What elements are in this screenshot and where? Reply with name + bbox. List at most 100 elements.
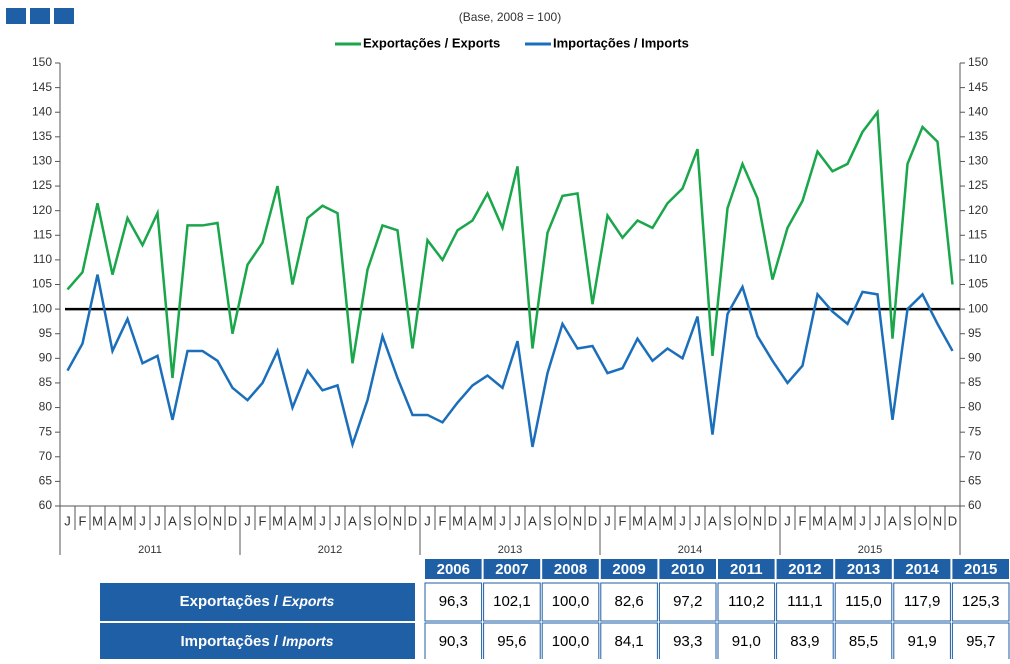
table-value: 111,1 bbox=[787, 593, 822, 610]
x-tick-label: D bbox=[948, 513, 957, 528]
table-cell bbox=[717, 582, 776, 622]
table-value: 91,0 bbox=[732, 633, 761, 650]
x-tick-label: N bbox=[753, 513, 762, 528]
table-value: 117,9 bbox=[904, 593, 940, 610]
x-tick-label: O bbox=[557, 513, 567, 528]
table-header: 2012 bbox=[788, 561, 821, 578]
y-tick-label: 70 bbox=[39, 449, 53, 463]
x-tick-label: J bbox=[874, 513, 881, 528]
y-tick-label: 65 bbox=[39, 474, 53, 488]
x-tick-label: D bbox=[768, 513, 777, 528]
series-line bbox=[66, 274, 954, 449]
x-tick-label: J bbox=[499, 513, 506, 528]
logo-block bbox=[54, 8, 74, 24]
y-tick-label: 120 bbox=[32, 203, 52, 217]
table-header: 2015 bbox=[964, 561, 997, 578]
x-tick-label: A bbox=[708, 513, 717, 528]
x-tick-label: O bbox=[377, 513, 387, 528]
table-header-cell bbox=[542, 559, 599, 579]
y-tick-label: 90 bbox=[39, 351, 53, 365]
x-tick-label: N bbox=[393, 513, 402, 528]
table-cell bbox=[658, 582, 717, 622]
table-header-cell bbox=[952, 559, 1009, 579]
x-tick-label: F bbox=[619, 513, 627, 528]
table-value: 93,3 bbox=[673, 633, 702, 650]
y2-tick-label: 95 bbox=[968, 326, 982, 340]
table-cell bbox=[834, 582, 893, 622]
x-tick-label: J bbox=[154, 513, 161, 528]
y2-tick-label: 85 bbox=[968, 375, 982, 389]
x-tick-label: M bbox=[482, 513, 493, 528]
x-tick-label: O bbox=[737, 513, 747, 528]
y2-tick-label: 105 bbox=[968, 277, 988, 291]
x-tick-label: A bbox=[648, 513, 657, 528]
table-cell bbox=[717, 622, 776, 662]
table-value: 84,1 bbox=[614, 633, 643, 650]
table-cell bbox=[951, 622, 1010, 662]
x-tick-label: A bbox=[888, 513, 897, 528]
table-header: 2014 bbox=[905, 561, 939, 578]
table-value: 95,6 bbox=[497, 633, 526, 650]
table-cell bbox=[541, 622, 600, 662]
y-tick-label: 140 bbox=[32, 104, 52, 118]
y-tick-label: 80 bbox=[39, 400, 53, 414]
table-header: 2013 bbox=[847, 561, 880, 578]
x-tick-label: D bbox=[228, 513, 237, 528]
y2-tick-label: 70 bbox=[968, 449, 982, 463]
y-tick-label: 145 bbox=[32, 80, 52, 94]
x-tick-label: M bbox=[842, 513, 853, 528]
y2-tick-label: 100 bbox=[968, 301, 988, 315]
y-tick-label: 135 bbox=[32, 129, 52, 143]
y-tick-label: 60 bbox=[39, 498, 53, 512]
y2-tick-label: 145 bbox=[968, 80, 988, 94]
x-tick-label: A bbox=[108, 513, 117, 528]
table-header-cell bbox=[835, 559, 892, 579]
row-label-italic: Imports bbox=[282, 633, 334, 649]
table-header-cell bbox=[425, 559, 482, 579]
series-line bbox=[66, 108, 954, 379]
table-value: 110,2 bbox=[728, 593, 764, 610]
table-value: 102,1 bbox=[493, 593, 531, 610]
x-tick-label: F bbox=[259, 513, 267, 528]
x-tick-label: N bbox=[933, 513, 942, 528]
x-tick-label: F bbox=[799, 513, 807, 528]
y2-tick-label: 75 bbox=[968, 424, 982, 438]
x-tick-label: M bbox=[632, 513, 643, 528]
row-label-text: Exportações / bbox=[180, 593, 283, 610]
y2-tick-label: 120 bbox=[968, 203, 988, 217]
x-tick-label: M bbox=[812, 513, 823, 528]
x-tick-label: A bbox=[828, 513, 837, 528]
legend-label: Importações / Imports bbox=[553, 35, 689, 50]
table-header-cell bbox=[483, 559, 541, 579]
table-cell bbox=[541, 582, 600, 622]
y-tick-label: 125 bbox=[32, 178, 52, 192]
table-value: 100,0 bbox=[552, 633, 590, 650]
table-cell bbox=[834, 622, 893, 662]
table-value: 82,6 bbox=[614, 593, 643, 610]
x-tick-label: J bbox=[64, 513, 71, 528]
year-label: 2011 bbox=[138, 544, 162, 556]
x-tick-label: A bbox=[468, 513, 477, 528]
x-tick-label: M bbox=[122, 513, 133, 528]
x-tick-label: J bbox=[679, 513, 686, 528]
x-tick-label: D bbox=[588, 513, 597, 528]
table-cell bbox=[483, 622, 541, 662]
logo-block bbox=[30, 8, 50, 24]
x-tick-label: J bbox=[784, 513, 791, 528]
table-value: 95,7 bbox=[966, 633, 995, 650]
table-cell bbox=[776, 582, 834, 622]
legend-label: Exportações / Exports bbox=[363, 35, 500, 50]
x-tick-label: O bbox=[917, 513, 927, 528]
table-value: 91,9 bbox=[907, 633, 936, 650]
table-cell bbox=[893, 582, 951, 622]
row-label: Exportações / Exports bbox=[180, 593, 335, 610]
x-tick-label: A bbox=[168, 513, 177, 528]
y2-tick-label: 60 bbox=[968, 498, 982, 512]
table-cell bbox=[600, 622, 658, 662]
table-value: 83,9 bbox=[790, 633, 819, 650]
table-header-cell bbox=[600, 559, 658, 579]
x-tick-label: S bbox=[363, 513, 372, 528]
x-tick-label: F bbox=[79, 513, 87, 528]
table-value: 100,0 bbox=[552, 593, 590, 610]
